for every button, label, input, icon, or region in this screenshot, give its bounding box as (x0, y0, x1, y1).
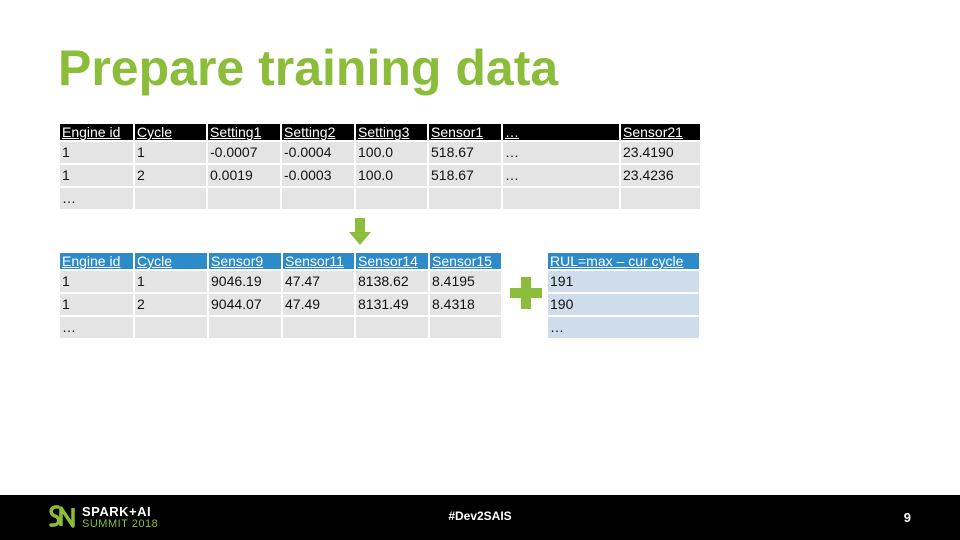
table-cell (355, 187, 429, 211)
table-cell: 518.67 (428, 141, 503, 165)
table-row: 1 2 0.0019 -0.0003 100.0 518.67 … 23.423… (60, 164, 702, 188)
table-header-row: Engine id Cycle Setting1 Setting2 Settin… (60, 124, 702, 142)
table-cell: 9044.07 (208, 293, 283, 317)
table-cell (620, 187, 702, 211)
table-row: … (60, 316, 503, 340)
table-header-row: RUL=max – cur cycle (548, 253, 701, 271)
table-cell: 8.4195 (429, 270, 503, 294)
table-header-row: Engine id Cycle Sensor9 Sensor11 Sensor1… (60, 253, 503, 271)
table-cell: 1 (134, 270, 209, 294)
column-header: Sensor1 (428, 124, 503, 142)
table-cell: 2 (134, 293, 209, 317)
column-header: Setting3 (355, 124, 429, 142)
column-header: Setting1 (207, 124, 282, 142)
table-cell (355, 316, 430, 340)
spark-ai-logo-icon (49, 505, 75, 528)
column-header: Cycle (134, 124, 208, 142)
table-cell: 2 (134, 164, 208, 188)
table-row: 1 2 9044.07 47.49 8131.49 8.4318 (60, 293, 503, 317)
plus-icon (510, 277, 542, 309)
table-cell (429, 316, 503, 340)
logo-line1: SPARK+AI (82, 504, 152, 519)
table-cell: 1 (134, 141, 208, 165)
table-row: … (60, 187, 702, 211)
table-cell: 100.0 (355, 141, 429, 165)
table-row: 191 (548, 270, 701, 294)
table-cell: … (60, 187, 135, 211)
raw-data-table: Engine id Cycle Setting1 Setting2 Settin… (60, 124, 702, 211)
spark-ai-summit-logo: SPARK+AI SUMMIT 2018 (46, 503, 186, 533)
table-cell: 8138.62 (355, 270, 430, 294)
table-cell (134, 187, 208, 211)
footer-bar: SPARK+AI SUMMIT 2018 #Dev2SAIS 9 (0, 495, 960, 540)
table-row: 1 1 -0.0007 -0.0004 100.0 518.67 … 23.41… (60, 141, 702, 165)
table-cell (282, 316, 356, 340)
table-cell: 1 (60, 141, 135, 165)
table-cell: 23.4236 (620, 164, 702, 188)
table-row: … (548, 316, 701, 340)
table-cell: -0.0007 (207, 141, 282, 165)
table-cell: 9046.19 (208, 270, 283, 294)
column-header: Engine id (60, 124, 135, 142)
table-cell: 8.4318 (429, 293, 503, 317)
table-cell: 190 (548, 293, 701, 317)
column-header: Engine id (60, 253, 135, 271)
page-number: 9 (903, 510, 911, 525)
table-cell: 8131.49 (355, 293, 430, 317)
table-cell: 0.0019 (207, 164, 282, 188)
table-cell: 1 (60, 293, 135, 317)
table-cell: … (60, 316, 135, 340)
selected-features-table: Engine id Cycle Sensor9 Sensor11 Sensor1… (60, 253, 503, 340)
table-cell: -0.0003 (281, 164, 356, 188)
table-cell (428, 187, 503, 211)
column-header: Sensor11 (282, 253, 356, 271)
column-header: Sensor21 (620, 124, 702, 142)
rul-table: RUL=max – cur cycle 191 190 … (548, 253, 701, 340)
column-header: Setting2 (281, 124, 356, 142)
logo-line2: SUMMIT 2018 (82, 518, 159, 530)
hashtag: #Dev2SAIS (448, 509, 512, 523)
table-row: 190 (548, 293, 701, 317)
table-cell: -0.0004 (281, 141, 356, 165)
table-cell: … (548, 316, 701, 340)
table-cell (502, 187, 621, 211)
column-header: RUL=max – cur cycle (548, 253, 701, 271)
table-cell: 1 (60, 270, 135, 294)
table-cell: 23.4190 (620, 141, 702, 165)
table-cell: 1 (60, 164, 135, 188)
slide-title: Prepare training data (58, 40, 559, 96)
column-header: Sensor15 (429, 253, 503, 271)
column-header: Cycle (134, 253, 209, 271)
table-cell (134, 316, 209, 340)
table-cell: 518.67 (428, 164, 503, 188)
table-cell (281, 187, 356, 211)
column-header: … (502, 124, 621, 142)
table-cell: 47.49 (282, 293, 356, 317)
table-cell: … (502, 164, 621, 188)
table-cell: … (502, 141, 621, 165)
table-cell: 191 (548, 270, 701, 294)
table-cell: 47.47 (282, 270, 356, 294)
table-cell: 100.0 (355, 164, 429, 188)
arrow-down-icon (349, 218, 371, 245)
table-cell (207, 187, 282, 211)
column-header: Sensor14 (355, 253, 430, 271)
table-cell (208, 316, 283, 340)
column-header: Sensor9 (208, 253, 283, 271)
table-row: 1 1 9046.19 47.47 8138.62 8.4195 (60, 270, 503, 294)
